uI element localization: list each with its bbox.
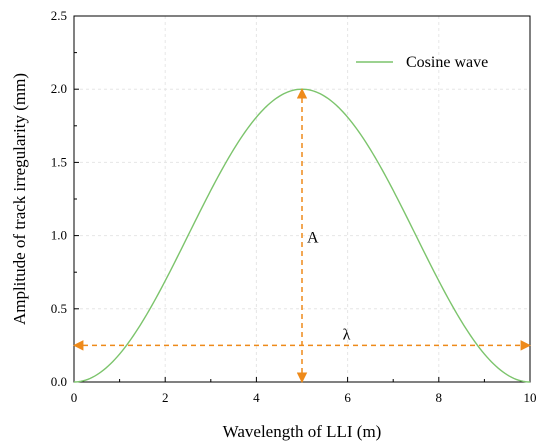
wavelength-label: λ [343, 326, 351, 343]
x-tick-label: 2 [162, 390, 169, 405]
y-tick-label: 2.5 [51, 8, 67, 23]
y-tick-label: 1.5 [51, 154, 67, 169]
x-tick-label: 4 [253, 390, 260, 405]
x-tick-label: 8 [436, 390, 443, 405]
legend-label: Cosine wave [406, 54, 488, 71]
y-axis-label: Amplitude of track irregularity (mm) [10, 73, 29, 325]
y-tick-label: 2.0 [51, 81, 67, 96]
y-axis: 0.0 0.5 1.0 1.5 2.0 2.5 [51, 8, 79, 389]
y-tick-label: 0.0 [51, 374, 67, 389]
legend: Cosine wave [356, 54, 488, 71]
y-tick-label: 1.0 [51, 228, 67, 243]
x-tick-label: 10 [524, 390, 537, 405]
amplitude-label: A [307, 230, 319, 247]
annotation-layer: Aλ [72, 88, 532, 384]
x-axis-label: Wavelength of LLI (m) [223, 422, 382, 441]
x-axis: 0 2 4 6 8 10 [71, 377, 537, 405]
x-tick-label: 6 [344, 390, 351, 405]
x-tick-label: 0 [71, 390, 78, 405]
y-tick-label: 0.5 [51, 301, 67, 316]
